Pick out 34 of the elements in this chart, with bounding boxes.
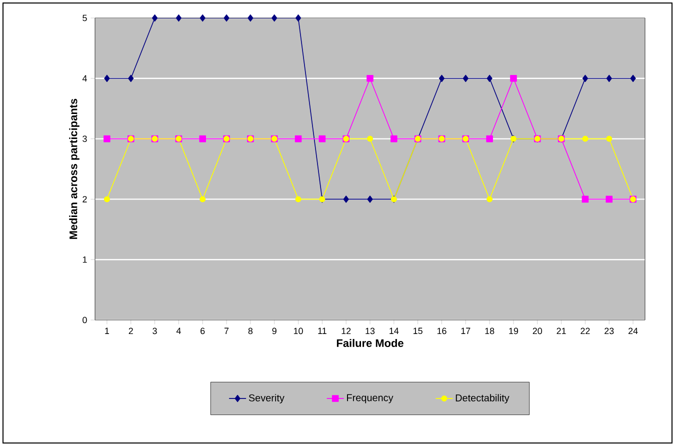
x-tick-label: 19	[509, 328, 518, 334]
x-tick-label: 14	[390, 328, 399, 334]
x-tick-label: 16	[437, 328, 446, 334]
x-tick-label: 21	[556, 328, 566, 334]
y-tick-label: 2	[82, 196, 87, 202]
y-tick-label: 3	[82, 136, 87, 142]
x-axis-title: Failure Mode	[336, 338, 404, 348]
y-tick-label: 4	[82, 75, 87, 82]
y-tick-label: 5	[82, 14, 87, 22]
x-tick-label: 7	[224, 328, 229, 334]
x-tick-label: 2	[128, 328, 133, 334]
x-tick-label: 15	[414, 328, 422, 334]
x-tick-label: 20	[532, 328, 542, 334]
x-tick-label: 10	[294, 328, 303, 334]
y-axis-title: Median across participants	[69, 98, 80, 239]
x-tick-label: 8	[248, 328, 253, 334]
x-tick-label: 11	[318, 328, 326, 334]
x-tick-label: 22	[580, 328, 590, 334]
y-tick-label: 1	[82, 256, 87, 263]
x-tick-label: 13	[366, 328, 375, 334]
x-tick-label: 17	[461, 328, 470, 334]
x-tick-label: 18	[485, 328, 494, 334]
x-tick-label: 12	[342, 328, 351, 334]
x-tick-label: 6	[200, 328, 205, 334]
x-tick-label: 23	[604, 328, 614, 334]
legend-label: Frequency	[347, 394, 394, 404]
x-tick-label: 3	[152, 328, 157, 334]
x-tick-label: 9	[272, 328, 276, 334]
y-tick-label: 0	[82, 316, 87, 324]
legend-label: Severity	[248, 394, 284, 404]
x-tick-label: 4	[176, 328, 181, 334]
x-tick-label: 24	[628, 328, 638, 334]
x-tick-label: 1	[105, 328, 110, 334]
legend-label: Detectability	[456, 394, 510, 404]
